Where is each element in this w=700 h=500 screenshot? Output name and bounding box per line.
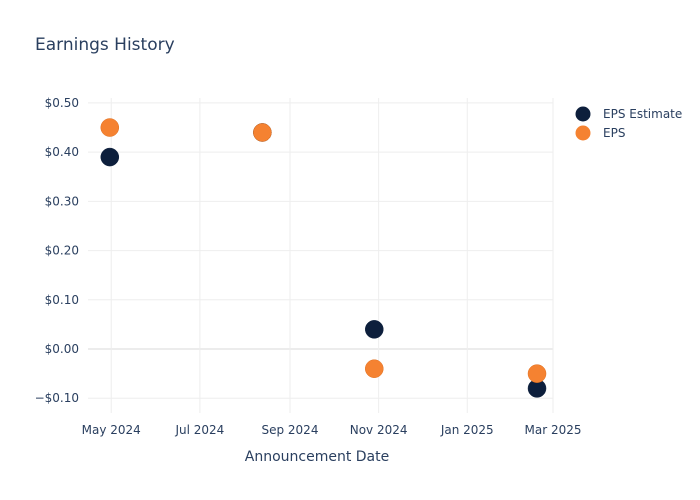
y-axis-ticks: $0.50 $0.40 $0.30 $0.20 $0.10 $0.00 −$0.10	[35, 96, 79, 405]
data-point[interactable]	[527, 364, 547, 383]
y-tick-label: $0.20	[45, 244, 79, 258]
x-tick-label: Sep 2024	[261, 423, 318, 437]
grid	[88, 98, 554, 413]
data-point[interactable]	[100, 118, 120, 137]
legend-label: EPS	[603, 126, 625, 140]
series-eps-estimate	[100, 123, 547, 398]
x-tick-label: Mar 2025	[525, 423, 582, 437]
x-tick-label: May 2024	[82, 423, 141, 437]
x-tick-label: Jul 2024	[174, 423, 224, 437]
y-tick-label: $0.40	[45, 145, 79, 159]
legend-item[interactable]: EPS	[575, 125, 626, 141]
legend-label: EPS Estimate	[603, 107, 682, 121]
y-tick-label: −$0.10	[35, 391, 79, 405]
legend[interactable]: EPS Estimate EPS	[575, 106, 683, 141]
series-eps	[100, 118, 547, 383]
x-tick-label: Nov 2024	[350, 423, 408, 437]
x-axis-ticks: May 2024 Jul 2024 Sep 2024 Nov 2024 Jan 2025…	[82, 423, 582, 437]
y-tick-label: $0.10	[45, 293, 79, 307]
y-tick-label: $0.50	[45, 96, 79, 110]
legend-item[interactable]: EPS Estimate	[575, 106, 683, 122]
chart-title: Earnings History	[35, 35, 175, 55]
legend-marker-icon	[575, 106, 591, 122]
data-points	[100, 118, 547, 398]
y-tick-label: $0.30	[45, 194, 79, 208]
data-point[interactable]	[253, 123, 272, 142]
x-axis-title: Announcement Date	[245, 449, 389, 465]
y-tick-label: $0.00	[45, 342, 79, 356]
data-point[interactable]	[365, 320, 384, 339]
legend-marker-icon	[575, 125, 591, 141]
data-point[interactable]	[365, 359, 384, 378]
data-point[interactable]	[100, 147, 120, 167]
x-tick-label: Jan 2025	[440, 423, 494, 437]
